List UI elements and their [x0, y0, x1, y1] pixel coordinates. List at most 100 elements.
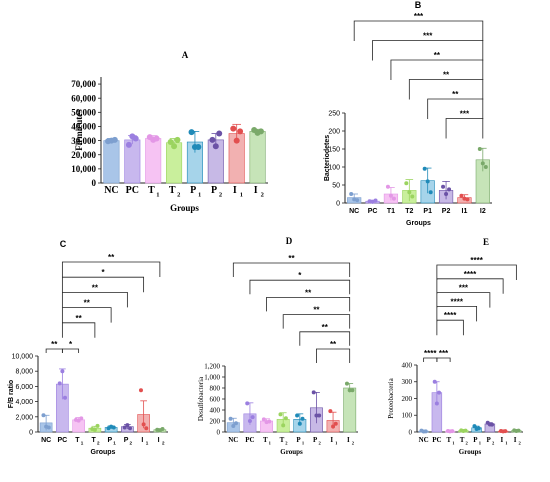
data-point — [153, 135, 160, 142]
data-point — [349, 192, 354, 196]
significance-bracket — [282, 314, 351, 329]
y-tick-label: 6,000 — [15, 384, 33, 391]
data-point — [144, 426, 149, 431]
x-tick-subscript: 1 — [335, 440, 338, 445]
x-tick-label: T — [460, 436, 465, 444]
x-tick-subscript: 2 — [285, 440, 288, 445]
significance-label: *** — [459, 284, 469, 293]
y-tick-label: 8,000 — [15, 369, 33, 376]
significance-bracket — [436, 306, 478, 322]
data-point — [125, 423, 130, 428]
data-point — [373, 198, 378, 203]
data-point — [344, 381, 349, 386]
x-tick-subscript: 1 — [240, 192, 243, 199]
x-tick-subscript: 2 — [97, 440, 100, 445]
data-point — [407, 190, 412, 195]
data-point — [434, 401, 439, 406]
significance-bracket — [61, 348, 80, 353]
y-tick-label: 200 — [328, 128, 340, 135]
data-point — [441, 184, 446, 189]
data-point — [333, 421, 338, 426]
data-point — [247, 419, 252, 423]
significance-bracket — [408, 79, 484, 100]
data-point — [132, 135, 139, 142]
x-tick-label: NC — [104, 185, 118, 196]
bar-8 — [343, 387, 357, 433]
significance-bracket — [61, 307, 112, 323]
data-point — [63, 395, 68, 400]
x-tick-label: P2 — [442, 208, 451, 215]
y-tick-label: 10,000 — [71, 164, 96, 174]
y-tick-label: 400 — [210, 406, 221, 414]
y-tick-label: 0 — [29, 429, 33, 436]
x-tick-label: T — [280, 436, 285, 444]
data-point — [234, 421, 239, 426]
data-point — [122, 425, 127, 430]
significance-bracket — [61, 322, 96, 338]
data-point — [459, 193, 464, 198]
x-tick-label: I — [330, 436, 333, 444]
x-tick-label: PC — [245, 436, 254, 444]
y-tick-label: 300 — [402, 378, 413, 386]
significance-bracket — [436, 319, 464, 336]
data-point — [367, 199, 372, 204]
x-tick-subscript: 1 — [113, 440, 116, 445]
y-tick-label: 50,000 — [71, 107, 96, 117]
x-tick-label: NC — [228, 436, 238, 444]
data-point — [297, 421, 302, 426]
data-point — [245, 401, 250, 406]
data-point — [237, 128, 244, 135]
significance-label: **** — [451, 297, 464, 306]
data-point — [391, 196, 396, 201]
significance-bracket — [249, 279, 351, 295]
data-point — [410, 194, 415, 199]
x-tick-label: I — [514, 436, 517, 444]
data-point — [422, 166, 427, 171]
data-point — [465, 197, 470, 202]
data-point — [138, 388, 143, 393]
y-tick-label: 1,000 — [204, 373, 220, 381]
x-tick-subscript: 1 — [302, 440, 305, 445]
significance-label: ** — [76, 314, 83, 323]
significance-label: **** — [424, 349, 437, 358]
data-point — [480, 161, 485, 166]
significance-bracket — [61, 276, 145, 293]
x-tick-label: T1 — [387, 208, 395, 215]
y-tick-label: 10,000 — [12, 353, 34, 360]
data-point — [450, 429, 455, 434]
significance-label: ** — [452, 90, 459, 99]
y-axis-title: Bacteriodetes — [324, 135, 331, 181]
significance-bracket — [445, 118, 484, 139]
data-point — [352, 197, 357, 202]
x-tick-subscript: 2 — [177, 192, 180, 199]
x-tick-label: T — [148, 185, 155, 196]
data-point — [216, 130, 223, 137]
panel-label: D — [286, 236, 293, 246]
data-point — [160, 426, 165, 431]
panel-label: C — [60, 239, 67, 249]
x-tick-label: P — [313, 436, 318, 444]
significance-label: ** — [434, 51, 441, 60]
data-point — [195, 143, 202, 150]
y-tick-label: 20,000 — [71, 150, 96, 160]
significance-label: ** — [313, 306, 320, 315]
significance-bracket — [232, 262, 351, 277]
data-point — [261, 417, 266, 422]
data-point — [428, 190, 433, 195]
chart-panel-b: B 0 50 100 150 200 250 Bacteriodetes NC PC T1 T2 P1 P… — [324, 0, 492, 227]
data-point — [95, 423, 100, 428]
y-tick-label: 30,000 — [71, 136, 96, 146]
significance-label: ** — [443, 71, 450, 80]
significance-bracket — [423, 357, 438, 362]
x-tick-subscript: 1 — [452, 440, 455, 445]
x-tick-label: I — [141, 437, 143, 444]
significance-label: ** — [108, 253, 115, 262]
x-tick-label: T — [91, 437, 96, 444]
significance-bracket — [436, 278, 504, 294]
x-tick-label: P — [473, 436, 478, 444]
data-point — [300, 416, 305, 421]
significance-bracket — [299, 331, 351, 346]
significance-label: ** — [92, 283, 99, 292]
y-tick-label: 0 — [92, 178, 97, 188]
significance-bracket — [316, 348, 351, 363]
